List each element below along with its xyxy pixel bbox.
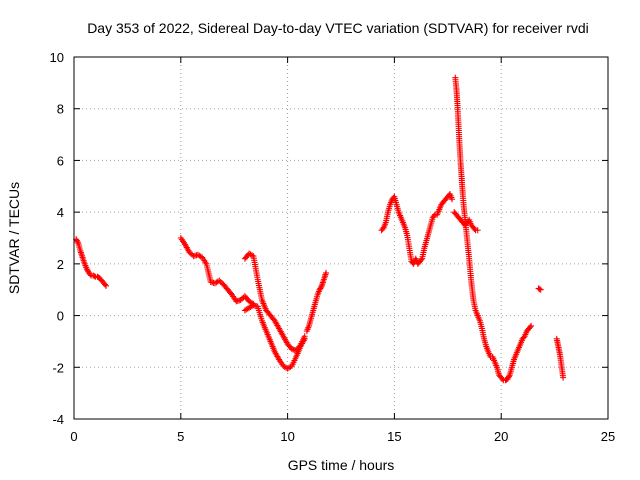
data-point <box>74 238 81 245</box>
data-point <box>296 343 303 350</box>
grid <box>74 57 608 419</box>
x-tick-label: 20 <box>494 429 508 444</box>
data-point <box>506 373 513 380</box>
y-tick-label: 8 <box>57 102 64 117</box>
y-tick-label: -4 <box>52 412 64 427</box>
data-point <box>504 375 511 382</box>
data-point <box>379 225 386 232</box>
data-point <box>73 237 80 244</box>
series-seg10 <box>553 335 567 381</box>
x-tick-label: 0 <box>70 429 77 444</box>
data-points <box>73 74 567 384</box>
data-point <box>216 277 223 284</box>
data-point <box>301 333 308 340</box>
data-point <box>520 334 527 341</box>
x-tick-label: 10 <box>280 429 294 444</box>
data-point <box>528 322 535 329</box>
data-point <box>471 225 478 232</box>
data-point <box>103 282 110 289</box>
series-seg4 <box>241 250 308 354</box>
data-point <box>187 250 194 257</box>
data-point <box>537 286 544 293</box>
data-point <box>323 269 330 276</box>
data-point <box>101 281 108 288</box>
series-seg2 <box>177 235 257 307</box>
series-seg3 <box>241 302 308 372</box>
data-point <box>217 278 224 285</box>
data-point <box>83 266 90 273</box>
data-point <box>84 267 91 274</box>
data-point <box>560 374 567 381</box>
data-point <box>186 249 193 256</box>
data-point <box>474 227 481 234</box>
x-tick-label: 15 <box>387 429 401 444</box>
data-point <box>318 284 325 291</box>
data-point <box>505 374 512 381</box>
series-seg5 <box>303 269 330 335</box>
data-point <box>536 286 543 293</box>
data-point <box>449 196 456 203</box>
data-point <box>430 213 437 220</box>
data-point <box>316 286 323 293</box>
x-tick-label: 25 <box>601 429 615 444</box>
x-axis-label: GPS time / hours <box>288 457 395 473</box>
y-tick-label: 6 <box>57 153 64 168</box>
data-point <box>87 271 94 278</box>
y-axis-label: SDTVAR / TECUs <box>6 182 22 294</box>
data-point <box>91 273 98 280</box>
y-tick-label: -2 <box>52 360 64 375</box>
series-seg8 <box>452 74 535 384</box>
series-seg9 <box>535 285 544 293</box>
y-tick-label: 2 <box>57 257 64 272</box>
y-tick-label: 0 <box>57 309 64 324</box>
y-tick-label: 10 <box>50 50 64 65</box>
series-seg6 <box>378 191 456 267</box>
plot-frame <box>73 56 609 420</box>
data-point <box>418 256 425 263</box>
y-tick-label: 4 <box>57 205 64 220</box>
data-point <box>527 324 534 331</box>
data-point <box>237 297 244 304</box>
data-point <box>317 285 324 292</box>
chart-title: Day 353 of 2022, Sidereal Day-to-day VTE… <box>87 20 589 36</box>
data-point <box>499 375 506 382</box>
x-tick-label: 5 <box>177 429 184 444</box>
series-seg1 <box>73 236 110 289</box>
